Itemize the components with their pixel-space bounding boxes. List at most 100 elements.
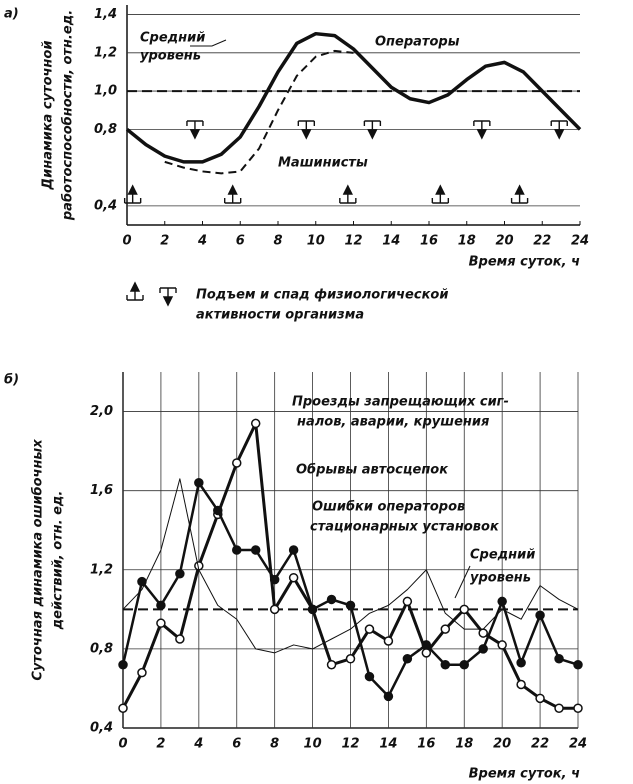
data-point [326,659,337,670]
series-line [122,478,579,654]
data-point [497,596,507,607]
arrow-head [476,121,487,140]
x-tick-label: 14 [379,737,397,752]
x-tick-label: 6 [232,737,241,752]
data-point [288,545,299,555]
x-tick-label: 4 [193,737,203,752]
data-point [118,703,128,713]
rise-marker [510,184,529,204]
data-point [554,703,564,713]
data-point [175,634,185,644]
data-point [288,572,299,583]
x-tick-label: 20 [493,737,511,752]
series-label: Операторы [375,35,460,50]
data-point [250,418,261,429]
arrow-head [227,184,238,203]
x-tick-label: 0 [118,737,127,752]
data-point [232,545,242,555]
y-tick-label: 0,8 [90,641,113,656]
fall-marker [363,120,382,140]
arrow-head [367,121,378,140]
data-point [175,568,185,579]
series-label: Обрывы автосцепок [296,463,449,478]
arrow-head [554,121,565,140]
data-point [459,604,469,615]
data-point [345,654,356,664]
fall-marker [297,120,316,140]
data-point [364,624,375,634]
x-tick-label: 14 [382,234,400,249]
y-axis-label: работоспособности, отн.ед. [61,10,76,221]
fall-marker [186,120,204,140]
series-line [125,31,582,164]
y-tick-label: 0,8 [94,122,117,137]
leader-line [454,565,471,599]
data-point [440,624,451,634]
series-label: Машинисты [278,156,368,171]
data-point [573,659,583,670]
rise-marker [431,184,450,204]
arrow-head [129,281,141,300]
x-tick-label: 10 [307,234,325,249]
arrow-head [435,184,446,203]
data-point [213,505,223,516]
data-point [383,691,394,702]
data-point [383,636,394,646]
x-tick-label: 22 [533,234,551,249]
annotation: уровень [140,49,201,64]
series-line [164,49,354,175]
y-axis-label: Динамика суточной [41,41,56,191]
x-tick-label: 16 [417,737,435,752]
x-tick-label: 10 [304,737,322,752]
panel-label: а) [4,7,19,22]
data-point [156,618,166,628]
annotation: уровень [470,571,531,586]
x-tick-label: 16 [420,234,438,249]
x-axis-label: Время суток, ч [469,767,580,782]
legend-text: активности организма [196,308,364,323]
fall-marker [550,120,568,140]
x-tick-label: 6 [236,234,245,249]
data-point [232,458,242,468]
data-point [402,654,413,664]
x-tick-label: 2 [156,737,165,752]
data-point [478,628,488,638]
x-tick-label: 4 [197,234,207,249]
data-point [554,654,564,664]
data-point [250,545,261,555]
data-point [194,478,204,488]
y-tick-label: 1,4 [94,7,117,22]
x-tick-label: 0 [122,234,131,249]
data-point [516,679,526,690]
annotation: Средний [470,548,535,563]
x-axis-label: Время суток, ч [469,255,580,270]
data-point [516,657,526,668]
data-point [535,693,545,704]
data-point [402,596,413,607]
legend-text: Подъем и спад физиологической [196,288,448,303]
arrow-head [162,288,174,307]
arrow-head [301,121,312,140]
legend-fall-icon [159,287,177,307]
data-point [307,604,318,615]
data-point [269,574,280,585]
x-tick-label: 8 [270,737,279,752]
y-tick-label: 1,2 [94,45,117,60]
data-point [326,594,337,605]
data-point [421,640,432,650]
x-tick-label: 18 [455,737,473,752]
data-point [459,659,469,670]
data-point [137,667,147,678]
y-tick-label: 1,6 [90,483,113,498]
arrow-head [189,121,201,140]
x-tick-label: 8 [273,234,282,249]
y-tick-label: 2,0 [90,404,113,419]
arrow-head [342,184,353,203]
data-point [345,600,356,611]
data-point [440,659,451,670]
x-tick-label: 12 [341,737,359,752]
series-label: налов, аварии, крушения [297,415,489,430]
series-label: Проезды запрещающих сиг- [292,395,509,410]
rise-marker [224,184,242,204]
